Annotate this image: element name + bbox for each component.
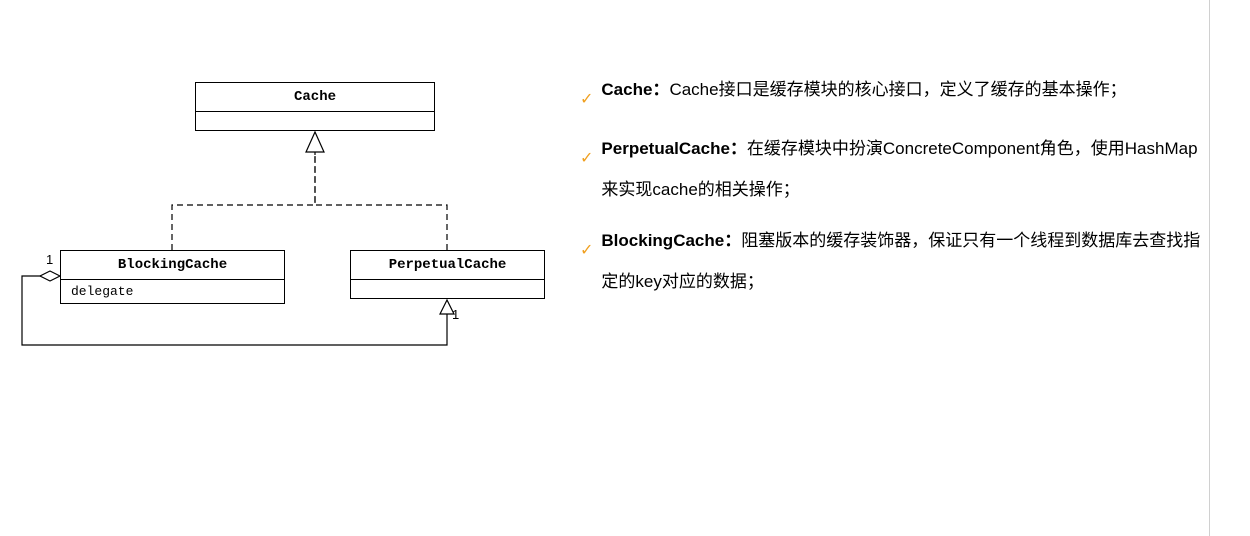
description-panel: ✓ Cache：Cache接口是缓存模块的核心接口，定义了缓存的基本操作； ✓ … (560, 0, 1250, 536)
multiplicity-label-1b: 1 (452, 307, 459, 322)
desc-item-perpetual: ✓ PerpetualCache：在缓存模块中扮演ConcreteCompone… (580, 129, 1210, 211)
check-icon: ✓ (580, 232, 593, 270)
uml-diagram-panel: Cache BlockingCache delegate PerpetualCa… (0, 0, 560, 536)
page-container: Cache BlockingCache delegate PerpetualCa… (0, 0, 1250, 536)
uml-class-cache: Cache (195, 82, 435, 131)
desc-body: Cache接口是缓存模块的核心接口，定义了缓存的基本操作； (669, 80, 1126, 99)
uml-title-cache: Cache (196, 83, 434, 112)
desc-term: Cache： (601, 80, 669, 99)
uml-title-blockingcache: BlockingCache (61, 251, 284, 280)
desc-text-blocking: BlockingCache：阻塞版本的缓存装饰器，保证只有一个线程到数据库去查找… (601, 221, 1210, 303)
check-icon: ✓ (580, 140, 593, 178)
uml-class-perpetualcache: PerpetualCache (350, 250, 545, 299)
desc-term: PerpetualCache： (601, 139, 747, 158)
uml-body-blockingcache: delegate (61, 280, 284, 303)
desc-term: BlockingCache： (601, 231, 741, 250)
check-icon: ✓ (580, 81, 593, 119)
right-border-line (1209, 0, 1210, 536)
uml-body-cache (196, 112, 434, 130)
uml-class-blockingcache: BlockingCache delegate (60, 250, 285, 304)
desc-item-cache: ✓ Cache：Cache接口是缓存模块的核心接口，定义了缓存的基本操作； (580, 70, 1210, 119)
desc-item-blocking: ✓ BlockingCache：阻塞版本的缓存装饰器，保证只有一个线程到数据库去… (580, 221, 1210, 303)
connector-lines (0, 0, 560, 400)
desc-text-cache: Cache：Cache接口是缓存模块的核心接口，定义了缓存的基本操作； (601, 70, 1210, 111)
multiplicity-label-1a: 1 (46, 252, 53, 267)
uml-title-perpetualcache: PerpetualCache (351, 251, 544, 280)
desc-text-perpetual: PerpetualCache：在缓存模块中扮演ConcreteComponent… (601, 129, 1210, 211)
uml-body-perpetualcache (351, 280, 544, 298)
